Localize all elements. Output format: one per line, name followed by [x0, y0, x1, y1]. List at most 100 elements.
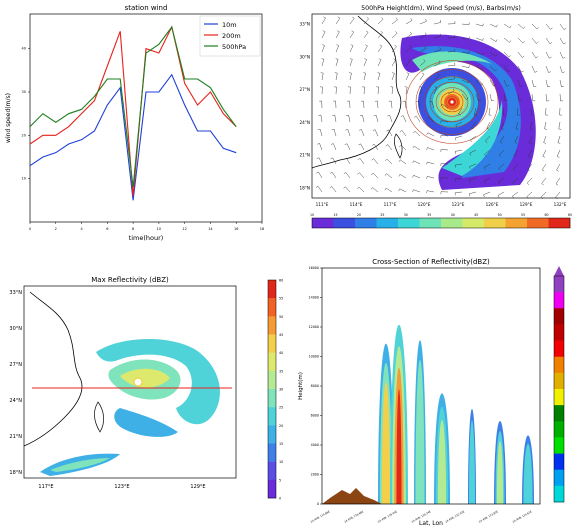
lat-tick-label: 18°N [299, 186, 310, 191]
y-tick-label: 6000 [311, 414, 319, 418]
height-wind-map: 500hPa Height(dm), Wind Speed (m/s), Bar… [292, 0, 583, 250]
height-wind-map-panel: 500hPa Height(dm), Wind Speed (m/s), Bar… [292, 0, 583, 250]
x-tick-label: 24.45N, 114.86E [310, 509, 331, 524]
lon-tick-label: 129°E [190, 484, 205, 490]
x-tick-label: 14 [208, 227, 213, 231]
colorbar-tick-label: 65 [568, 213, 572, 217]
colorbar-tick-label: 10 [310, 213, 314, 217]
lon-tick-label: 117°E [38, 484, 53, 490]
x-tick-label: 0 [29, 227, 31, 231]
lon-tick-label: 117°E [384, 202, 397, 207]
colorbar-tick-label: 15 [333, 213, 337, 217]
colorbar-segment [554, 276, 564, 292]
colorbar-segment [554, 357, 564, 373]
x-tick-label: 16 [234, 227, 238, 231]
chart-title: Cross-Section of Reflectivity(dBZ) [372, 258, 490, 266]
colorbar-segment [506, 218, 528, 228]
colorbar-segment [334, 218, 356, 228]
series-line-10m [30, 75, 236, 201]
colorbar-tick-label: 15 [279, 442, 283, 446]
y-tick-label: 0 [317, 502, 319, 506]
lat-tick-label: 27°N [299, 87, 310, 92]
colorbar-tick-label: 35 [279, 369, 283, 373]
y-tick-label: 16000 [309, 266, 320, 270]
colorbar-segment [554, 470, 564, 486]
colorbar-tick-label: 30 [279, 388, 283, 392]
colorbar-tick-label: 30 [404, 213, 408, 217]
colorbar-tick-label: 45 [279, 333, 283, 337]
typhoon-eye [450, 100, 453, 103]
max-reflectivity-map: Max Reflectivity (dBZ) 117°E 123°E 129°E 33°… [0, 252, 292, 528]
colorbar-segment [268, 407, 276, 425]
colorbar-segment [268, 335, 276, 353]
colorbar-segment [441, 218, 463, 228]
x-tick-label: 4 [80, 227, 83, 231]
y-axis-label: wind speed(m/s) [5, 93, 12, 143]
colorbar-tick-label: 35 [427, 213, 431, 217]
x-tick-label: 12 [182, 227, 186, 231]
y-tick-label: 30 [22, 90, 26, 94]
colorbar-segment [312, 218, 334, 228]
colorbar-segment [554, 486, 564, 502]
colorbar-tick-label: 55 [521, 213, 525, 217]
colorbar-segment [554, 421, 564, 437]
lat-tick-label: 21°N [299, 153, 310, 158]
legend-label: 500hPa [222, 43, 246, 51]
colorbar-segment [554, 308, 564, 324]
colorbar-tick-label: 20 [357, 213, 361, 217]
colorbar-segment [268, 280, 276, 298]
colorbar-segment [554, 389, 564, 405]
colorbar-tick-label: 25 [380, 213, 384, 217]
colorbar-segment [377, 218, 399, 228]
lat-tick-label: 33°N [9, 290, 22, 296]
colorbar-tick-label: 60 [545, 213, 549, 217]
y-tick-label: 8000 [311, 384, 319, 388]
legend-label: 10m [222, 21, 237, 29]
y-tick-label: 10 [22, 177, 26, 181]
lon-tick-label: 129°E [520, 202, 533, 207]
y-tick-label: 2000 [311, 473, 319, 477]
colorbar-segment [268, 298, 276, 316]
colorbar-segment [420, 218, 442, 228]
colorbar-segment [554, 292, 564, 308]
colorbar-segment [554, 437, 564, 453]
x-axis-label: Lat, Lon [419, 520, 443, 527]
x-tick-label: 24.45N, 123.82E [478, 509, 499, 524]
colorbar-tick-label: 60 [279, 279, 283, 283]
x-tick-label: 24.45N, 122.03E [444, 509, 465, 524]
lon-tick-label: 126°E [486, 202, 499, 207]
x-tick-label: 24.45N, 125.61E [512, 509, 533, 524]
y-tick-label: 10000 [309, 355, 320, 359]
colorbar-tick-label: 45 [474, 213, 478, 217]
colorbar-extend-arrow [554, 266, 564, 276]
colorbar-tick-label: 25 [279, 406, 283, 410]
colorbar-tick-label: 20 [279, 424, 283, 428]
x-tick-label: 2 [55, 227, 57, 231]
legend-label: 200m [222, 32, 241, 40]
chart-title: Max Reflectivity (dBZ) [91, 276, 169, 284]
colorbar-segment [527, 218, 549, 228]
lat-tick-label: 30°N [9, 326, 22, 332]
lat-tick-label: 24°N [299, 120, 310, 125]
lat-tick-label: 21°N [9, 434, 22, 440]
colorbar-segment [268, 353, 276, 371]
colorbar-segment [268, 371, 276, 389]
lon-tick-label: 123°E [452, 202, 465, 207]
colorbar-segment [268, 462, 276, 480]
reflectivity-cross-section: Cross-Section of Reflectivity(dBZ)020004… [292, 252, 583, 528]
lat-tick-label: 18°N [9, 470, 22, 476]
colorbar-segment [554, 373, 564, 389]
reflectivity-map-panel: Max Reflectivity (dBZ) 117°E 123°E 129°E 33°… [0, 252, 292, 528]
lon-tick-label: 120°E [418, 202, 431, 207]
colorbar-tick-label: 5 [279, 478, 281, 482]
lon-tick-label: 111°E [316, 202, 329, 207]
colorbar-tick-label: 40 [279, 351, 283, 355]
colorbar-tick-label: 10 [279, 460, 283, 464]
colorbar-tick-label: 40 [451, 213, 455, 217]
y-tick-label: 12000 [309, 325, 320, 329]
y-tick-label: 14000 [309, 296, 320, 300]
lon-tick-label: 132°E [554, 202, 567, 207]
lon-tick-label: 123°E [114, 484, 129, 490]
